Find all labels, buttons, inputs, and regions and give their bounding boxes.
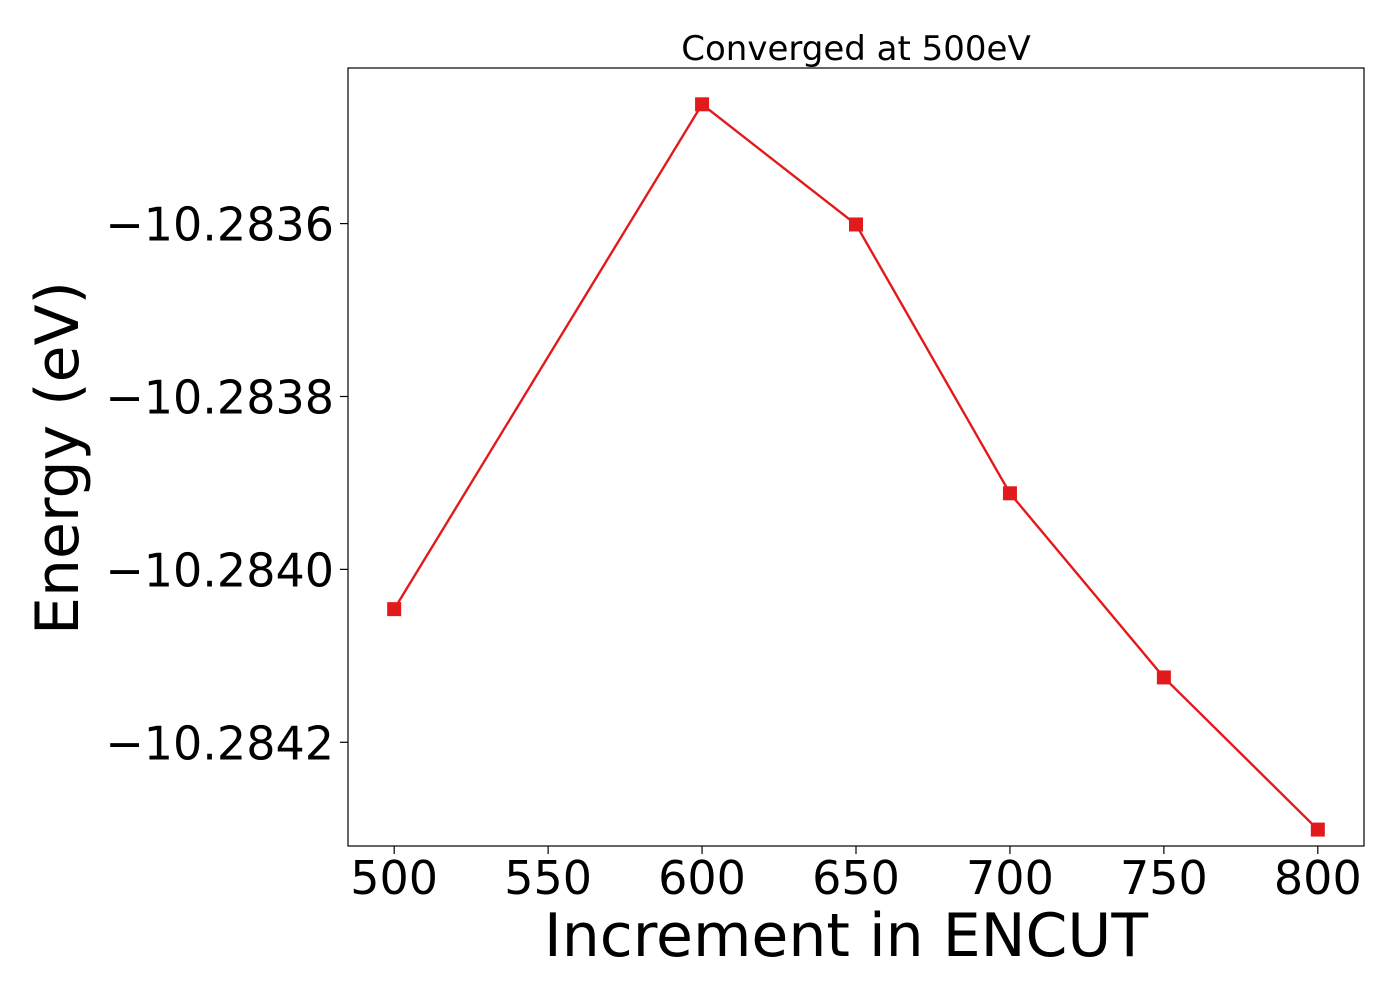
data-point [387, 602, 402, 617]
data-point [695, 97, 710, 112]
x-axis-label: Increment in ENCUT [544, 901, 1148, 971]
x-tick-label: 700 [966, 851, 1054, 905]
series-layer [387, 97, 1325, 837]
y-tick-label: −10.2842 [105, 716, 334, 770]
x-tick-label: 550 [504, 851, 592, 905]
y-tick-label: −10.2836 [105, 198, 334, 252]
data-point [1310, 822, 1325, 837]
x-tick-label: 800 [1274, 851, 1362, 905]
series-line [393, 102, 1319, 831]
x-tick-label: 650 [812, 851, 900, 905]
y-tick-label: −10.2838 [105, 370, 334, 424]
plot-area [347, 67, 1365, 847]
data-point [1156, 670, 1171, 685]
x-tick-label: 600 [658, 851, 746, 905]
data-point [849, 217, 863, 232]
y-tick-label: −10.2840 [105, 543, 334, 597]
x-tick-label: 500 [350, 851, 438, 905]
x-tick-label: 750 [1120, 851, 1208, 905]
chart-title: Converged at 500eV [681, 29, 1030, 69]
data-point [1002, 486, 1017, 501]
x-axis: 500 550 600 650 700 750 800 [350, 846, 1362, 905]
y-axis: −10.2836 −10.2838 −10.2840 −10.2842 [105, 198, 348, 770]
y-axis-label: Energy (eV) [23, 281, 93, 635]
